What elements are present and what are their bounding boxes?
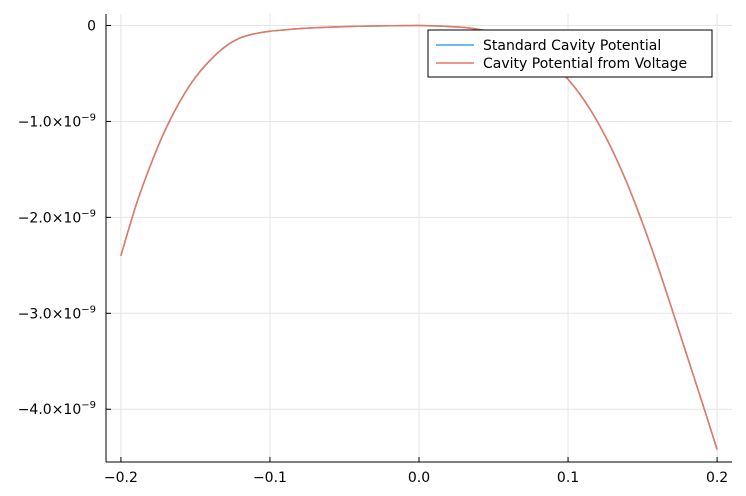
y-axis-ticks: 0−1.0×10−9−2.0×10−9−3.0×10−9−4.0×10−9	[18, 19, 111, 418]
x-tick-label: 0.2	[706, 470, 728, 486]
y-tick-mantissa: −1.0×10	[18, 114, 82, 130]
y-tick-mantissa: −2.0×10	[18, 210, 82, 226]
y-tick-exponent: −9	[81, 400, 96, 411]
y-tick-label: −4.0×10−9	[18, 400, 96, 418]
y-tick-exponent: −9	[81, 304, 96, 315]
legend-label: Cavity Potential from Voltage	[483, 56, 687, 72]
y-tick-exponent: −9	[81, 208, 96, 219]
x-tick-label: −0.1	[253, 470, 287, 486]
y-tick-mantissa: 0	[87, 19, 96, 35]
series-line-2	[120, 24, 718, 450]
x-tick-label: −0.2	[104, 470, 138, 486]
y-tick-label: −1.0×10−9	[18, 112, 96, 130]
x-tick-label: 0.1	[557, 470, 579, 486]
x-tick-label: 0.0	[408, 470, 430, 486]
series-lines	[120, 24, 718, 450]
legend-label: Standard Cavity Potential	[483, 38, 661, 54]
y-tick-exponent: −9	[81, 112, 96, 123]
y-tick-label: −3.0×10−9	[18, 304, 96, 322]
y-tick-label: 0	[87, 19, 96, 35]
y-tick-mantissa: −3.0×10	[18, 306, 82, 322]
x-axis-ticks: −0.2 −0.1 0.0 0.1 0.2	[104, 457, 728, 486]
y-tick-label: −2.0×10−9	[18, 208, 96, 226]
legend-box	[427, 29, 713, 78]
y-tick-mantissa: −4.0×10	[18, 402, 82, 418]
legend: Standard Cavity Potential Cavity Potentia…	[427, 29, 713, 78]
